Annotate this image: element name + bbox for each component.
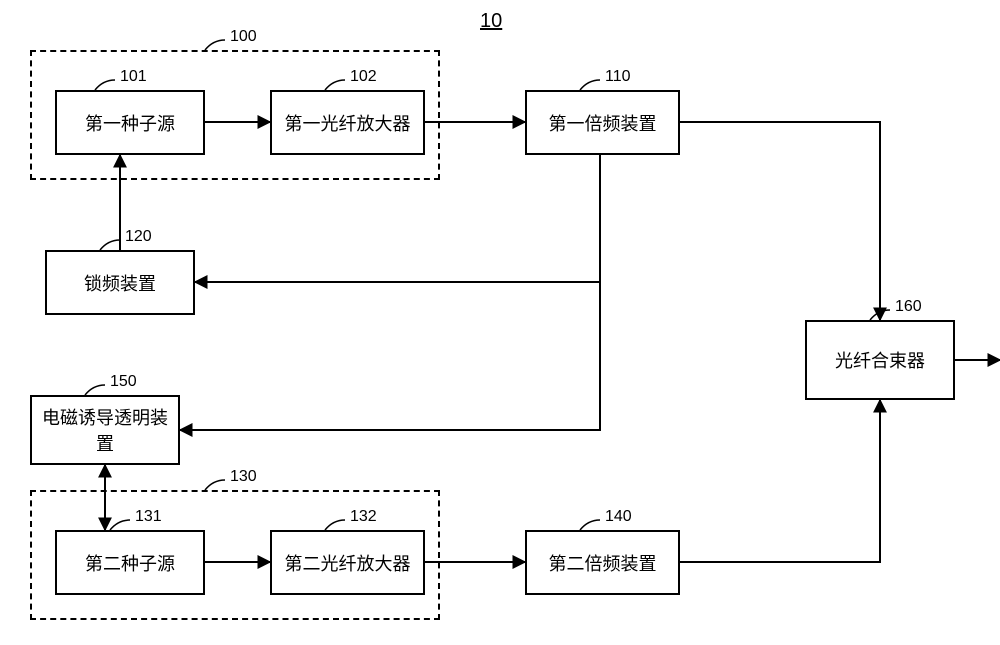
- node-label: 第二倍频装置: [549, 550, 657, 576]
- node-label: 第一种子源: [85, 110, 175, 136]
- id-label-110: 110: [605, 68, 631, 86]
- id-label-102: 102: [350, 68, 377, 86]
- node-160: 光纤合束器: [805, 320, 955, 400]
- node-label: 第二种子源: [85, 550, 175, 576]
- id-label-130: 130: [230, 468, 257, 486]
- node-150: 电磁诱导透明装置: [30, 395, 180, 465]
- node-label: 光纤合束器: [835, 347, 925, 373]
- id-label-120: 120: [125, 228, 152, 246]
- id-label-101: 101: [120, 68, 147, 86]
- node-label: 锁频装置: [84, 270, 156, 296]
- id-label-100: 100: [230, 28, 257, 46]
- id-label-131: 131: [135, 508, 162, 526]
- node-label: 电磁诱导透明装置: [36, 404, 174, 456]
- id-label-132: 132: [350, 508, 377, 526]
- node-110: 第一倍频装置: [525, 90, 680, 155]
- node-102: 第一光纤放大器: [270, 90, 425, 155]
- node-label: 第一光纤放大器: [285, 110, 411, 136]
- diagram-title: 10: [480, 10, 502, 33]
- node-131: 第二种子源: [55, 530, 205, 595]
- id-label-150: 150: [110, 373, 137, 391]
- diagram-canvas: 10 第一种子源 第一光纤放大器 第一倍频装置 锁频装置 电磁诱导透明装置 第二…: [0, 0, 1000, 645]
- id-label-160: 160: [895, 298, 922, 316]
- node-140: 第二倍频装置: [525, 530, 680, 595]
- node-120: 锁频装置: [45, 250, 195, 315]
- node-label: 第二光纤放大器: [285, 550, 411, 576]
- node-101: 第一种子源: [55, 90, 205, 155]
- node-label: 第一倍频装置: [549, 110, 657, 136]
- node-132: 第二光纤放大器: [270, 530, 425, 595]
- id-label-140: 140: [605, 508, 632, 526]
